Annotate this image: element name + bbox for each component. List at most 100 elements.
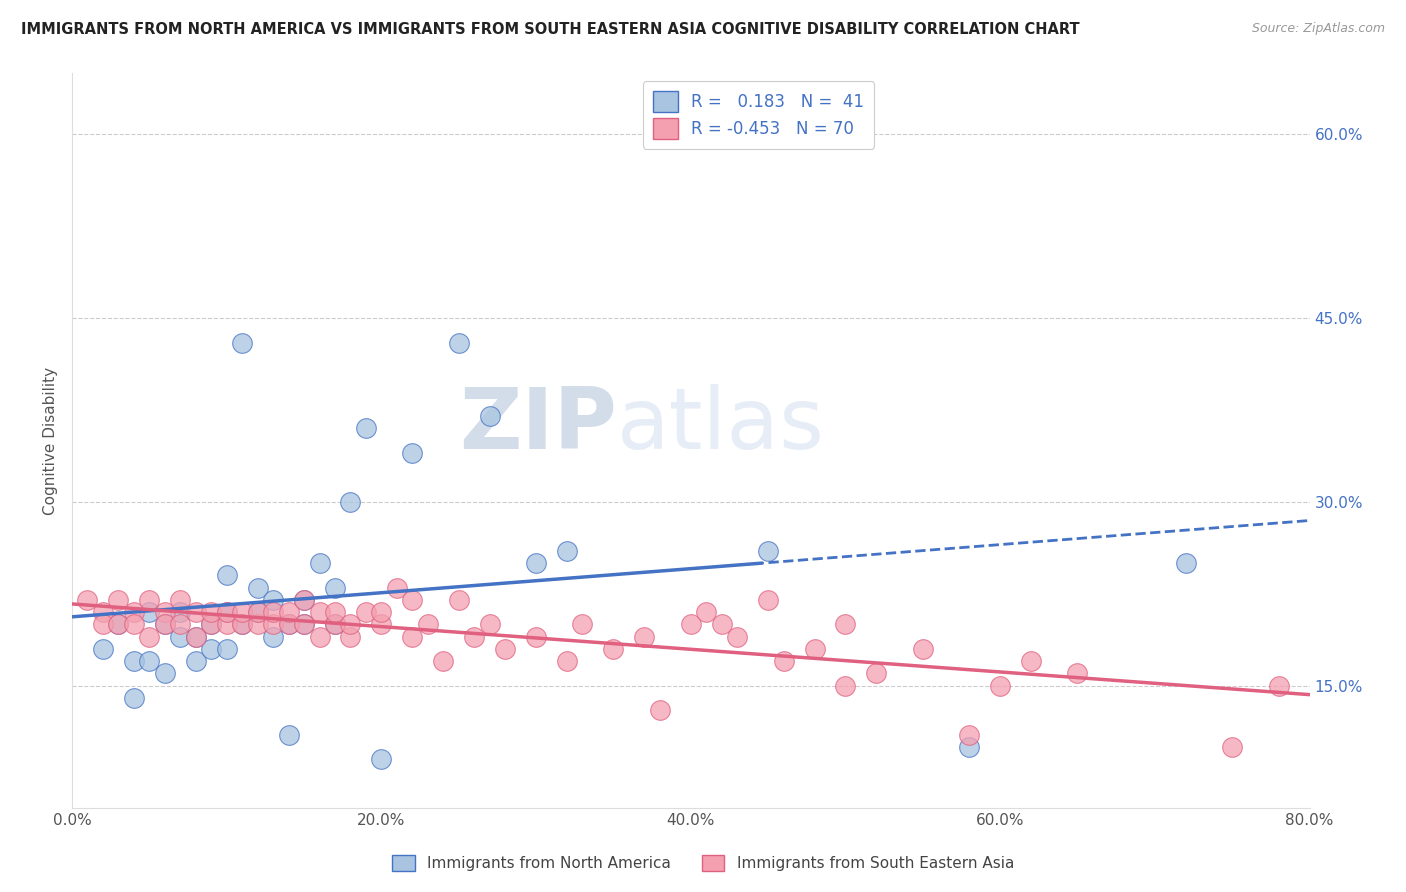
Point xyxy=(865,666,887,681)
Point xyxy=(308,556,330,570)
Point xyxy=(323,617,346,632)
Point xyxy=(246,605,269,619)
Point xyxy=(138,592,160,607)
Point xyxy=(478,409,501,423)
Point xyxy=(200,605,222,619)
Point xyxy=(169,630,191,644)
Point xyxy=(447,592,470,607)
Point xyxy=(169,592,191,607)
Text: IMMIGRANTS FROM NORTH AMERICA VS IMMIGRANTS FROM SOUTH EASTERN ASIA COGNITIVE DI: IMMIGRANTS FROM NORTH AMERICA VS IMMIGRA… xyxy=(21,22,1080,37)
Point xyxy=(756,592,779,607)
Point xyxy=(153,617,176,632)
Point xyxy=(370,752,392,766)
Point xyxy=(200,617,222,632)
Point xyxy=(215,568,238,582)
Point xyxy=(277,605,299,619)
Point xyxy=(401,592,423,607)
Y-axis label: Cognitive Disability: Cognitive Disability xyxy=(44,367,58,515)
Point xyxy=(803,641,825,656)
Point xyxy=(122,654,145,668)
Point xyxy=(122,690,145,705)
Point xyxy=(107,617,129,632)
Point xyxy=(385,581,408,595)
Point xyxy=(756,543,779,558)
Point xyxy=(246,581,269,595)
Point xyxy=(478,617,501,632)
Point xyxy=(339,617,361,632)
Point xyxy=(153,617,176,632)
Point xyxy=(339,630,361,644)
Point xyxy=(308,630,330,644)
Point xyxy=(246,605,269,619)
Point xyxy=(308,605,330,619)
Point xyxy=(76,592,98,607)
Point xyxy=(571,617,593,632)
Point xyxy=(323,617,346,632)
Point xyxy=(633,630,655,644)
Point xyxy=(138,654,160,668)
Point xyxy=(262,592,284,607)
Point xyxy=(432,654,454,668)
Point xyxy=(184,654,207,668)
Point xyxy=(277,617,299,632)
Point xyxy=(354,605,377,619)
Point xyxy=(1066,666,1088,681)
Point xyxy=(231,335,253,350)
Point xyxy=(463,630,485,644)
Text: atlas: atlas xyxy=(616,384,824,467)
Point xyxy=(834,679,856,693)
Point xyxy=(648,703,671,717)
Point xyxy=(215,605,238,619)
Point xyxy=(524,556,547,570)
Point xyxy=(401,446,423,460)
Point xyxy=(122,617,145,632)
Point xyxy=(122,605,145,619)
Point xyxy=(695,605,717,619)
Point xyxy=(602,641,624,656)
Point xyxy=(416,617,439,632)
Point xyxy=(1019,654,1042,668)
Point xyxy=(184,605,207,619)
Point xyxy=(153,605,176,619)
Point xyxy=(494,641,516,656)
Point xyxy=(354,421,377,435)
Point xyxy=(370,605,392,619)
Point xyxy=(401,630,423,644)
Point xyxy=(524,630,547,644)
Point xyxy=(447,335,470,350)
Text: Source: ZipAtlas.com: Source: ZipAtlas.com xyxy=(1251,22,1385,36)
Point xyxy=(292,617,315,632)
Point xyxy=(91,641,114,656)
Point xyxy=(1267,679,1289,693)
Point xyxy=(339,495,361,509)
Point xyxy=(957,739,980,754)
Point xyxy=(957,728,980,742)
Point xyxy=(215,617,238,632)
Point xyxy=(262,617,284,632)
Legend: Immigrants from North America, Immigrants from South Eastern Asia: Immigrants from North America, Immigrant… xyxy=(385,849,1021,877)
Point xyxy=(834,617,856,632)
Point xyxy=(277,617,299,632)
Point xyxy=(231,617,253,632)
Point xyxy=(231,617,253,632)
Point xyxy=(200,641,222,656)
Point xyxy=(169,605,191,619)
Point xyxy=(184,630,207,644)
Point xyxy=(262,605,284,619)
Point xyxy=(262,630,284,644)
Point xyxy=(138,630,160,644)
Point xyxy=(153,666,176,681)
Point xyxy=(292,592,315,607)
Point xyxy=(91,605,114,619)
Point xyxy=(725,630,748,644)
Point xyxy=(138,605,160,619)
Point xyxy=(911,641,934,656)
Point xyxy=(710,617,733,632)
Text: ZIP: ZIP xyxy=(458,384,616,467)
Legend: R =   0.183   N =  41, R = -0.453   N = 70: R = 0.183 N = 41, R = -0.453 N = 70 xyxy=(643,81,875,149)
Point xyxy=(370,617,392,632)
Point xyxy=(91,617,114,632)
Point xyxy=(184,630,207,644)
Point xyxy=(169,617,191,632)
Point xyxy=(679,617,702,632)
